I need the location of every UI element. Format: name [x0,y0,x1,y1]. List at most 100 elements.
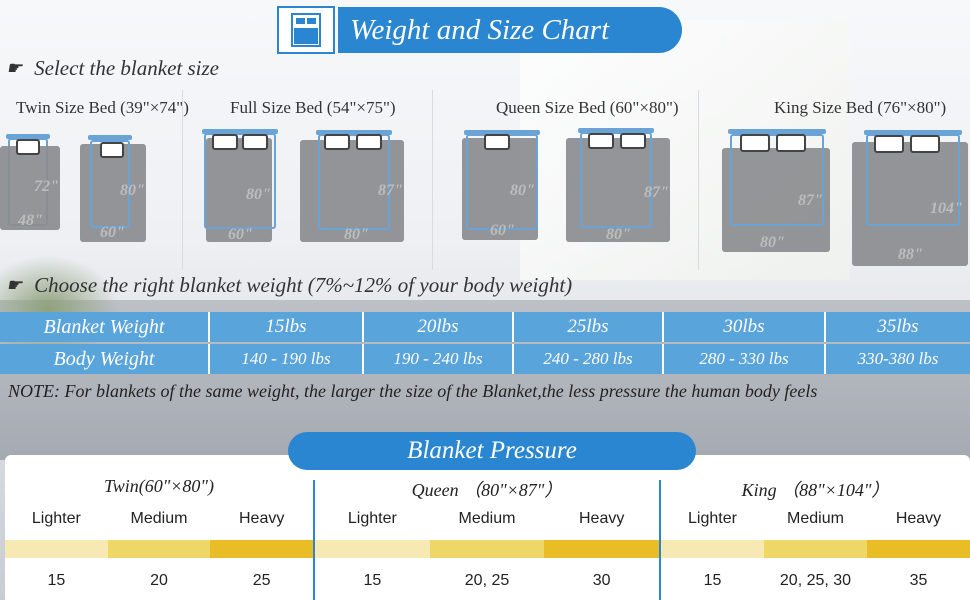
level-value: 15 [703,572,722,589]
level-value: 15 [47,572,66,589]
table-cell: 30lbs [664,312,826,342]
pointing-hand-icon: ☛ [6,275,23,295]
table-cell: 190 - 240 lbs [364,344,514,374]
note-text: NOTE: For blankets of the same weight, t… [8,381,818,401]
blanket [0,146,60,230]
bed-title-king: King Size Bed (76"×80") [774,98,947,117]
table-cell: Body Weight [0,344,210,374]
level-value: 30 [592,572,611,589]
dim-label: 72" [34,178,59,195]
mattress [204,133,276,229]
table-row: Body Weight 140 - 190 lbs 190 - 240 lbs … [0,344,970,374]
group-separator [313,480,315,600]
headboard [464,130,540,135]
table-cell: Blanket Weight [0,312,210,342]
pressure-group-title: King （88"×104"） [741,480,890,500]
dim-label: 87" [378,182,403,199]
lighter-bar [661,540,764,558]
headboard [6,134,50,139]
table-cell: 20lbs [364,312,514,342]
bed-icon [277,6,335,54]
select-size-text: Select the blanket size [34,56,219,80]
pressure-group-queen: Queen （80"×87"） Lighter Medium Heavy 15 … [315,470,660,600]
level-value: 15 [363,572,382,589]
blanket [462,138,538,240]
mattress [90,140,130,228]
pillow [620,133,646,149]
dim-label: 48" [18,212,43,229]
pillow [874,135,904,153]
bed-title-full: Full Size Bed (54"×75") [230,98,396,117]
heavy-bar [210,540,314,558]
medium-bar [764,540,867,558]
headboard [864,130,962,135]
bed-title-queen: Queen Size Bed (60"×80") [496,98,679,117]
table-cell: 15lbs [210,312,364,342]
dim-label: 60" [100,224,125,241]
blanket [300,140,404,242]
pressure-group-title: Queen （80"×87"） [411,480,563,500]
dim-label: 60" [490,222,515,239]
mattress [318,134,390,230]
pillow [242,134,268,150]
page-title: Weight and Size Chart [350,13,610,46]
title-banner: Weight and Size Chart [338,7,682,53]
blanket [722,148,830,252]
divider [698,90,699,270]
table-cell: 240 - 280 lbs [514,344,664,374]
dim-label: 80" [344,226,369,243]
headboard [88,135,132,140]
pillow [484,134,510,150]
table-cell: 280 - 330 lbs [664,344,826,374]
lighter-bar [5,540,108,558]
pointing-hand-icon: ☛ [6,58,23,78]
pressure-group-king: King （88"×104"） Lighter Medium Heavy 15 … [661,470,970,600]
medium-bar [107,540,211,558]
pillow [356,134,382,150]
table-cell: 330-380 lbs [826,344,970,374]
level-value: 20 [150,572,168,589]
level-label: Medium [458,510,516,527]
dim-label: 80" [120,182,145,199]
pressure-banner: Blanket Pressure [288,432,696,470]
pressure-group-twin: Twin(60"×80") Lighter Medium Heavy 15 20… [5,470,314,600]
pillow [588,133,614,149]
pillow [16,139,40,155]
pillow [212,134,238,150]
level-label: Heavy [579,510,625,527]
weight-table: Blanket Weight 15lbs 20lbs 25lbs 30lbs 3… [0,312,970,376]
select-size-label: ☛ Select the blanket size [6,56,219,81]
level-value: 25 [252,572,271,589]
pressure-group-title: Twin(60"×80") [104,476,214,496]
level-label: Lighter [688,510,737,527]
heavy-bar [544,540,660,558]
table-row: Blanket Weight 15lbs 20lbs 25lbs 30lbs 3… [0,312,970,342]
level-label: Medium [130,510,188,527]
level-label: Lighter [347,510,397,527]
level-value: 35 [909,572,928,589]
pillow [100,142,124,158]
dim-label: 80" [246,186,271,203]
headboard [578,128,654,133]
bed-title-twin: Twin Size Bed (39"×74") [16,98,189,117]
dim-label: 80" [510,182,535,199]
dim-label: 80" [606,226,631,243]
level-value: 20, 25 [464,572,510,589]
divider [432,90,433,270]
divider [182,90,183,270]
pillow [740,134,770,152]
level-label: Heavy [895,510,942,527]
dim-label: 60" [228,226,253,243]
blanket [206,138,272,242]
pillow [324,134,350,150]
blanket [852,142,968,266]
table-cell: 25lbs [514,312,664,342]
weight-label-text: Choose the right blanket weight (7%~12% … [34,273,573,297]
level-label: Heavy [239,510,285,527]
medium-bar [429,540,545,558]
dim-label: 88" [898,246,923,263]
table-cell: 140 - 190 lbs [210,344,364,374]
level-label: Lighter [31,510,81,527]
weight-label: ☛ Choose the right blanket weight (7%~12… [6,273,572,298]
